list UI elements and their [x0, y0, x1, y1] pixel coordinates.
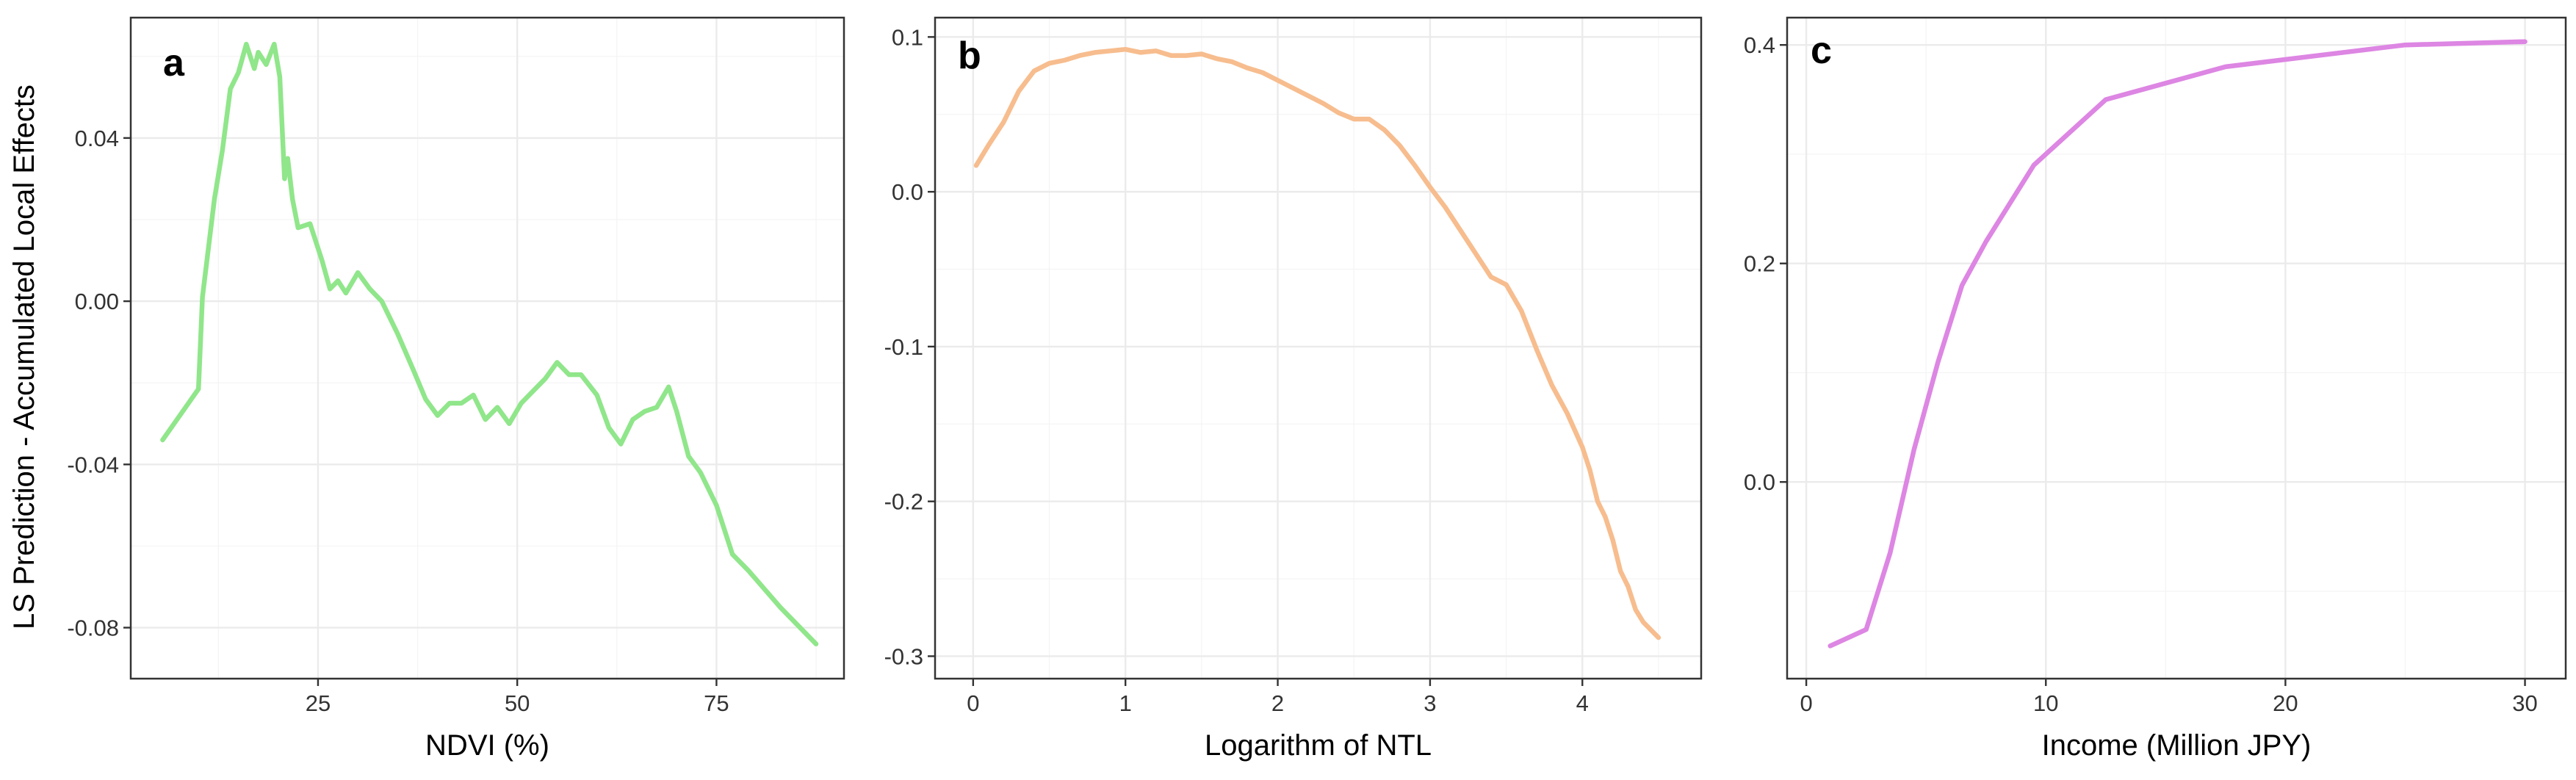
panel-b-x-axis-title: Logarithm of NTL [1205, 729, 1432, 762]
panel-b-frame [934, 16, 1703, 680]
panel-a-frame [129, 16, 845, 680]
panel-c-x-tick-label: 0 [1800, 690, 1812, 716]
panel-c-gridlines [1787, 18, 2566, 679]
panel-a-x-axis-title: NDVI (%) [425, 729, 549, 762]
panel-a-y-tick-label: 0.00 [75, 289, 119, 314]
panel-b-x-tick-label: 3 [1424, 690, 1436, 716]
panel-a-x-tick-label: 75 [704, 690, 729, 716]
y-axis-title: LS Prediction - Accumulated Local Effect… [8, 84, 40, 629]
panel-a-y-tick-label: -0.08 [67, 615, 119, 641]
panel-c-series-line [1828, 39, 2528, 649]
panel-b-y-tick-label: -0.2 [884, 489, 923, 515]
panel-a-x-tick-label: 25 [306, 690, 331, 716]
panel-c-frame [1786, 16, 2567, 680]
panel-b-x-tick-label: 0 [967, 690, 979, 716]
panel-a-y-tick-label: -0.04 [67, 452, 119, 477]
panel-b-y-tick-label: -0.3 [884, 643, 923, 669]
panel-c-y-tick-label: 0.0 [1744, 469, 1775, 495]
panel-a-series-line [160, 41, 819, 647]
panel-a-tag: a [163, 42, 185, 84]
panel-b: Logarithm of NTL 0 1 2 3 4 -0.3 -0.2 -0.1 0.0 0.1… [884, 16, 1703, 762]
panel-b-x-tick-label: 4 [1576, 690, 1589, 716]
panel-b-y-tick-label: 0.0 [892, 179, 923, 205]
panel-c: Income (Million JPY) 0 10 20 30 0.0 0.2 0.4 c [1744, 16, 2567, 762]
panel-b-series-line [973, 46, 1662, 640]
panel-b-gridlines [935, 18, 1701, 679]
panel-a-gridlines [131, 18, 844, 679]
panel-c-x-axis-title: Income (Million JPY) [2042, 729, 2312, 762]
panel-c-x-tick-label: 30 [2512, 690, 2537, 716]
panel-b-tag: b [958, 35, 981, 77]
panel-c-x-tick-label: 10 [2033, 690, 2058, 716]
panel-a-y-tick-label: 0.04 [75, 126, 119, 151]
panel-b-x-tick-label: 1 [1119, 690, 1132, 716]
panel-b-y-tick-label: 0.1 [892, 24, 923, 50]
panel-b-y-tick-label: -0.1 [884, 334, 923, 360]
panel-c-y-tick-label: 0.4 [1744, 32, 1775, 58]
panel-c-tag: c [1811, 29, 1832, 72]
panel-c-y-tick-label: 0.2 [1744, 251, 1775, 277]
panel-a: NDVI (%) 25 50 75 -0.08 -0.04 0.00 0.04 a [67, 16, 845, 762]
panel-c-x-tick-label: 20 [2273, 690, 2298, 716]
panel-b-x-tick-label: 2 [1271, 690, 1284, 716]
panel-a-x-tick-label: 50 [505, 690, 530, 716]
